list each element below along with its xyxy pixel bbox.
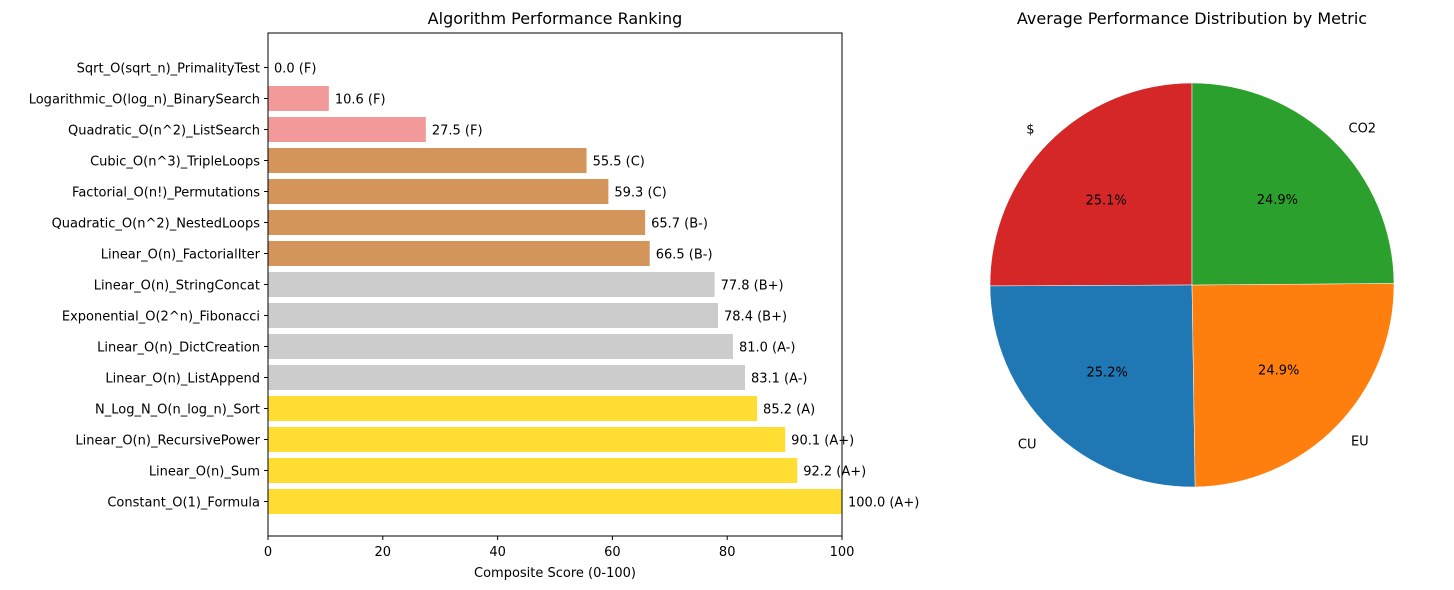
pie-slices xyxy=(989,82,1395,488)
y-tick-label: Linear_O(n)_ListAppend xyxy=(105,372,260,387)
bar xyxy=(268,210,646,235)
bar xyxy=(268,179,609,204)
bar-value-label: 78.4 (B+) xyxy=(724,310,787,325)
bar-value-label: 59.3 (C) xyxy=(614,186,666,201)
x-tick-label: 60 xyxy=(604,545,621,560)
bar xyxy=(268,272,715,297)
bar xyxy=(268,241,650,266)
y-tick-label: Linear_O(n)_StringConcat xyxy=(94,279,260,294)
y-tick-label: N_Log_N_O(n_log_n)_Sort xyxy=(95,403,260,418)
bar-value-label: 65.7 (B-) xyxy=(651,217,708,232)
bar xyxy=(268,148,587,173)
y-tick-label: Exponential_O(2^n)_Fibonacci xyxy=(62,310,260,325)
bar-value-label: 77.8 (B+) xyxy=(721,279,784,294)
x-tick-label: 20 xyxy=(375,545,392,560)
pie-slice xyxy=(989,82,1193,287)
bar-value-label: 10.6 (F) xyxy=(335,93,386,108)
bar xyxy=(268,334,733,359)
y-tick-label: Cubic_O(n^3)_TripleLoops xyxy=(90,155,260,170)
y-tick-label: Quadratic_O(n^2)_ListSearch xyxy=(68,124,260,139)
bars xyxy=(268,86,842,514)
bar xyxy=(268,489,842,514)
bar-value-label: 85.2 (A) xyxy=(763,403,815,418)
bar xyxy=(268,458,798,483)
bar xyxy=(268,365,745,390)
bar xyxy=(268,396,758,421)
bar xyxy=(268,427,786,452)
pie-category-label: EU xyxy=(1351,434,1369,449)
bar-value-label: 83.1 (A-) xyxy=(751,372,808,387)
bar-value-label: 81.0 (A-) xyxy=(739,341,796,356)
y-tick-label: Linear_O(n)_RecursivePower xyxy=(75,434,260,449)
bar xyxy=(268,86,329,111)
bar-data-labels: 100.0 (A+) 92.2 (A+) 90.1 (A+) 85.2 (A) 83.1… xyxy=(274,62,919,511)
bar-value-label: 90.1 (A+) xyxy=(791,434,854,449)
bar-value-label: 100.0 (A+) xyxy=(848,496,919,511)
y-tick-label: Factorial_O(n!)_Permutations xyxy=(72,186,260,201)
pie-slice xyxy=(989,284,1196,488)
y-tick-label: Quadratic_O(n^2)_NestedLoops xyxy=(52,217,261,232)
pie-chart-title: Average Performance Distribution by Metr… xyxy=(1017,9,1367,28)
x-tick-label: 80 xyxy=(719,545,736,560)
y-tick-label: Sqrt_O(sqrt_n)_PrimalityTest xyxy=(77,62,260,77)
x-tick-label: 40 xyxy=(489,545,506,560)
y-tick-label: Logarithmic_O(log_n)_BinarySearch xyxy=(29,93,260,108)
pie-category-label: CO2 xyxy=(1349,121,1377,136)
x-axis-label: Composite Score (0-100) xyxy=(474,566,636,581)
y-tick-label: Linear_O(n)_FactorialIter xyxy=(101,248,261,263)
pie-category-label: CU xyxy=(1018,438,1037,453)
bar-value-label: 92.2 (A+) xyxy=(803,465,866,480)
pie-percent-label: 24.9% xyxy=(1258,364,1299,379)
y-tick-labels: Constant_O(1)_Formula Linear_O(n)_Sum Line… xyxy=(29,62,268,511)
bar-value-label: 27.5 (F) xyxy=(432,124,483,139)
pie-category-label: $ xyxy=(1026,122,1034,137)
x-tick-label: 100 xyxy=(830,545,855,560)
x-tick-label: 0 xyxy=(264,545,272,560)
bar-value-label: 55.5 (C) xyxy=(593,155,645,170)
bar-chart-title: Algorithm Performance Ranking xyxy=(428,9,683,28)
pie-slice xyxy=(1191,283,1395,488)
pie-slice xyxy=(1191,82,1395,286)
bar-chart: Algorithm Performance Ranking Constant_O… xyxy=(29,9,920,581)
x-tick-labels: 0 20 40 60 80 100 xyxy=(264,536,855,560)
y-tick-label: Constant_O(1)_Formula xyxy=(107,496,260,511)
bar xyxy=(268,303,719,328)
y-tick-label: Linear_O(n)_Sum xyxy=(149,465,260,480)
pie-percent-label: 24.9% xyxy=(1257,193,1298,208)
plot-frame xyxy=(267,32,843,537)
pie-percent-label: 25.2% xyxy=(1087,366,1128,381)
bar-value-label: 66.5 (B-) xyxy=(656,248,713,263)
pie-chart: Average Performance Distribution by Metr… xyxy=(989,9,1395,488)
bar-value-label: 0.0 (F) xyxy=(274,62,316,77)
y-tick-label: Linear_O(n)_DictCreation xyxy=(97,341,260,356)
bar xyxy=(268,117,426,142)
pie-labels: 25.1% $25.2% CU 24.9% EU 24.9% CO2 xyxy=(1018,121,1376,452)
pie-percent-label: 25.1% xyxy=(1085,194,1126,209)
